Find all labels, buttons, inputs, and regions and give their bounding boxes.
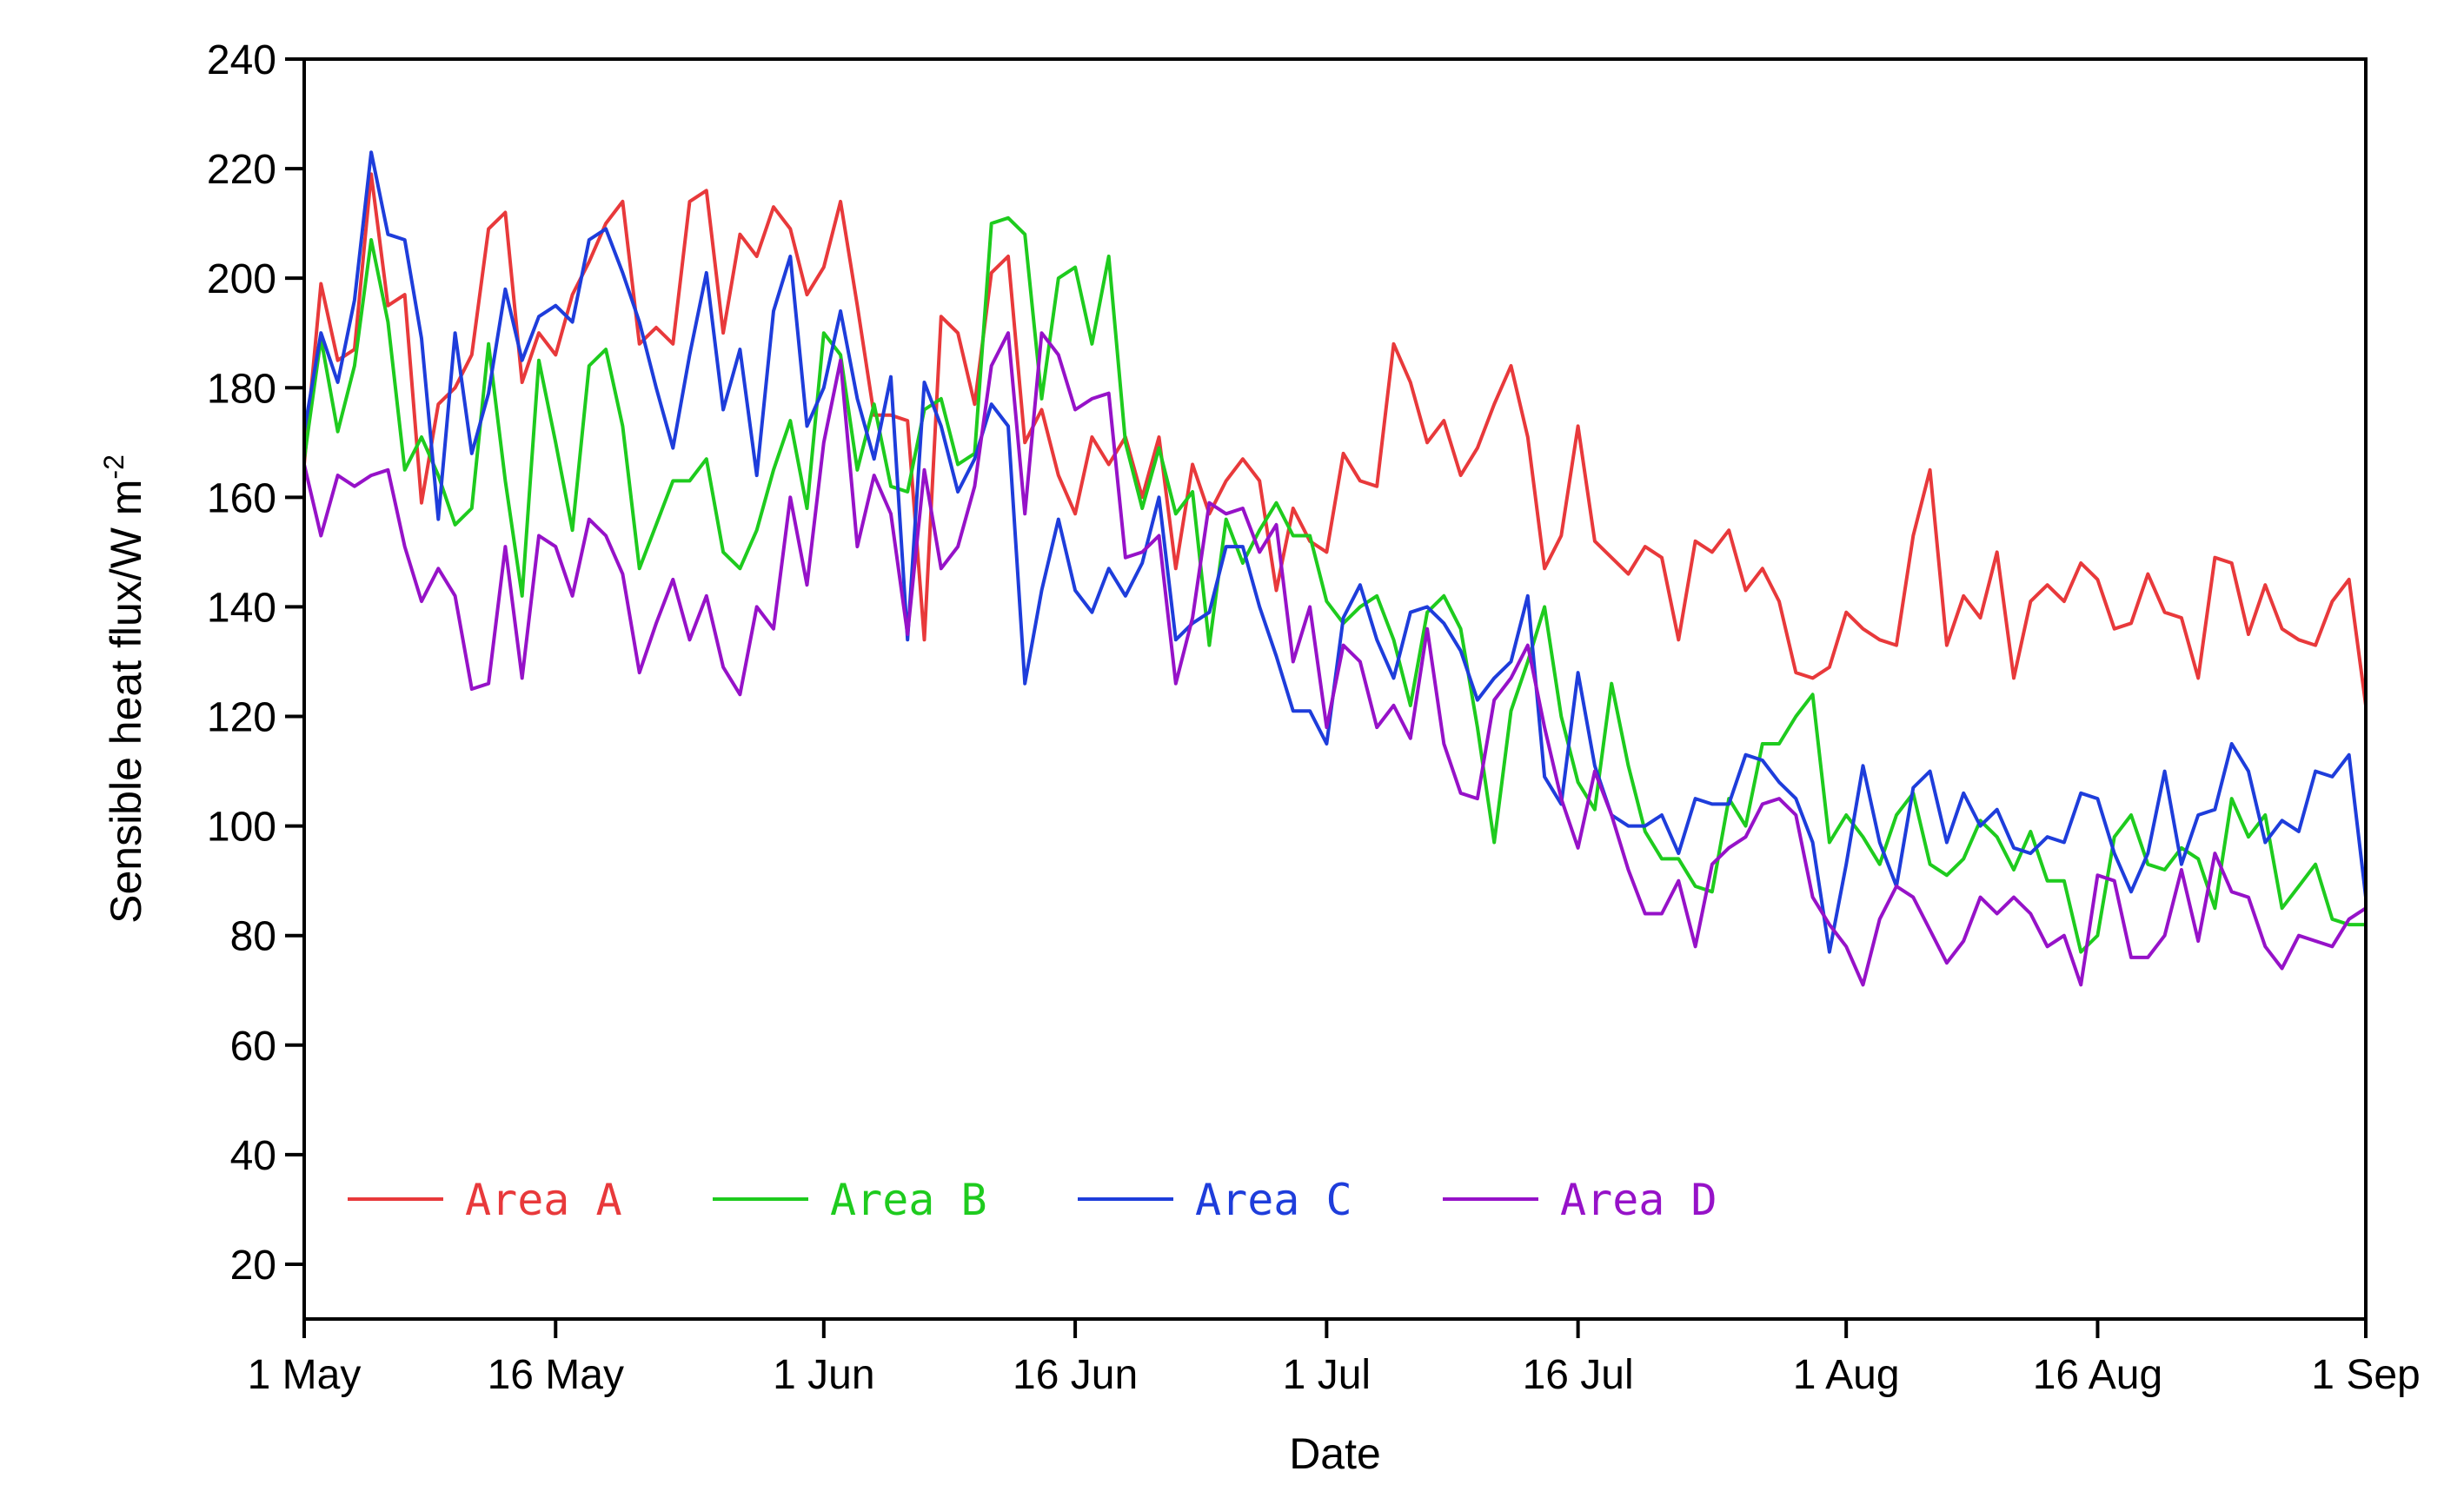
series-line-area-c [304, 150, 2366, 954]
x-tick-label: 1 May [248, 1352, 362, 1398]
x-tick-label: 1 Jul [1283, 1352, 1371, 1398]
y-tick-label: 220 [207, 147, 276, 193]
y-tick-label: 160 [207, 475, 276, 521]
legend-label-area-b: Area B [830, 1175, 987, 1225]
x-tick-label: 1 Sep [2311, 1352, 2420, 1398]
x-tick-label: 1 Aug [1793, 1352, 1900, 1398]
y-tick-label: 80 [230, 914, 276, 960]
y-tick-label: 100 [207, 805, 276, 851]
y-tick-label: 240 [207, 37, 276, 83]
y-axis-title: Sensible heat flux/W m-2 [98, 454, 150, 924]
x-tick-label: 16 Jun [1013, 1352, 1138, 1398]
x-tick-label: 16 Aug [2033, 1352, 2162, 1398]
y-axis-title-superscript: -2 [98, 454, 130, 479]
y-tick-label: 60 [230, 1024, 276, 1070]
y-tick-label: 120 [207, 695, 276, 741]
y-tick-label: 40 [230, 1133, 276, 1179]
series-line-area-a [304, 172, 2366, 707]
x-tick-label: 16 Jul [1523, 1352, 1634, 1398]
legend-label-area-d: Area D [1560, 1175, 1717, 1225]
series-lines [304, 150, 2366, 987]
legend-label-area-c: Area C [1195, 1175, 1352, 1225]
y-tick-label: 180 [207, 366, 276, 412]
y-axis-title-text: Sensible heat flux/W m [102, 480, 150, 924]
x-axis-title: Date [1289, 1429, 1381, 1478]
plot-frame [302, 57, 2368, 1321]
y-tick-label: 140 [207, 585, 276, 631]
x-tick-label: 16 May [488, 1352, 624, 1398]
y-tick-label: 20 [230, 1243, 276, 1289]
legend: Area A Area B Area C Area D [348, 1175, 1717, 1225]
x-tick-label: 1 Jun [773, 1352, 874, 1398]
y-tick-label: 200 [207, 256, 276, 302]
y-axis: 20 40 60 80 100 120 140 160 180 200 220 240 [207, 37, 304, 1289]
x-axis: 1 May 16 May 1 Jun 16 Jun 1 Jul 16 Jul 1 Aug 16… [248, 1319, 2421, 1398]
legend-label-area-a: Area A [465, 1175, 622, 1225]
series-line-area-d [304, 331, 2366, 987]
series-line-area-b [304, 215, 2366, 954]
